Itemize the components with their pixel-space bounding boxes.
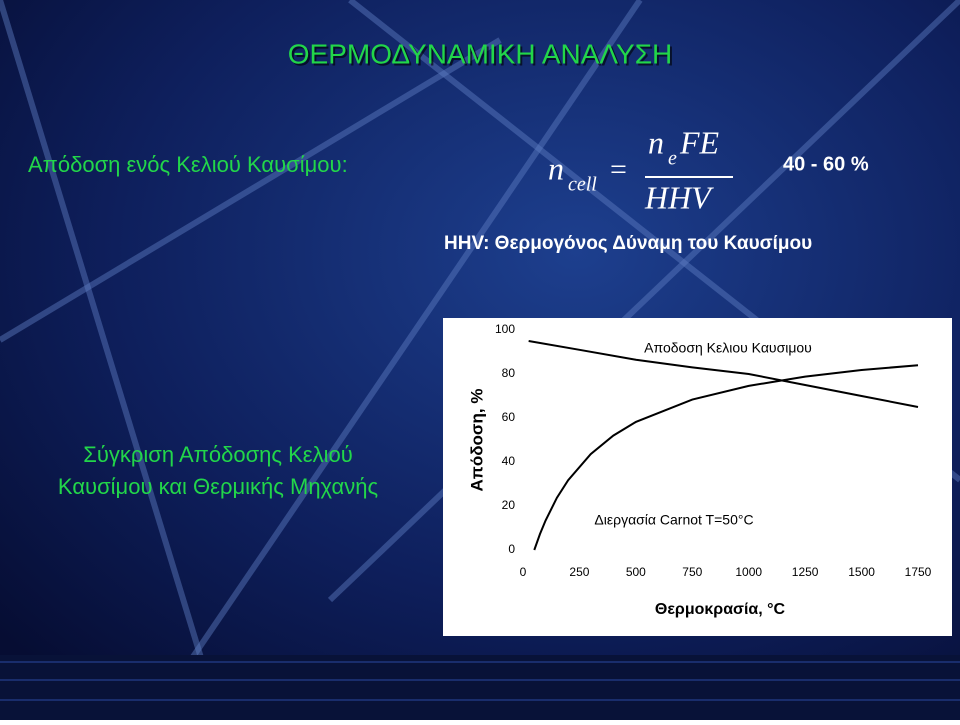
y-tick-label: 60 [502,410,516,424]
x-tick-label: 1250 [792,565,819,579]
title-shadow: ΘΕΡΜΟΔΥΝΑΜΙΚΗ ΑΝΑΛΥΣΗ [290,40,674,71]
formula-sub: e [668,148,677,170]
x-tick-label: 750 [682,565,702,579]
y-tick-label: 100 [495,322,515,336]
y-tick-label: 0 [508,542,515,556]
x-tick-label: 1000 [735,565,762,579]
hhv-note: HHV: Θερμογόνος Δύναμη του Καυσίμου [444,233,812,254]
comparison-text: Σύγκριση Απόδοσης Κελιού [83,442,352,467]
title: ΘΕΡΜΟΔΥΝΑΜΙΚΗ ΑΝΑΛΥΣΗ [288,38,672,69]
y-tick-label: 40 [502,454,516,468]
x-tick-label: 1500 [848,565,875,579]
y-tick-label: 20 [502,498,516,512]
line-series [533,364,919,551]
comparison-text: Καυσίμου και Θερμικής Μηχανής [58,474,378,499]
x-tick-label: 1750 [905,565,932,579]
chart-box [443,318,952,636]
formula-fe: FE [679,124,720,160]
line-series [528,340,919,408]
series-label: Διεργασία Carnot T=50°C [594,512,753,528]
efficiency-label: Απόδοση ενός Κελιού Καυσίμου: [28,152,348,177]
x-tick-label: 500 [626,565,646,579]
footer-band [0,655,960,720]
series-label: Αποδοση Κελιου Καυσιμου [644,340,812,356]
x-axis-label: Θερμοκρασία, °C [655,601,786,618]
formula-sub: cell [568,174,597,196]
formula-n: n [648,124,664,160]
x-tick-label: 250 [569,565,589,579]
x-tick-label: 0 [520,565,527,579]
y-axis-label: Απόδοση, % [467,389,486,492]
footer-lines [0,661,960,701]
formula-eq: = [610,153,627,186]
formula-hhv: HHV [644,179,714,215]
range: 40 - 60 % [783,153,869,175]
y-tick-label: 80 [502,366,516,380]
formula: n cell = n e FE HHV [548,124,733,215]
formula-n: n [548,150,564,186]
